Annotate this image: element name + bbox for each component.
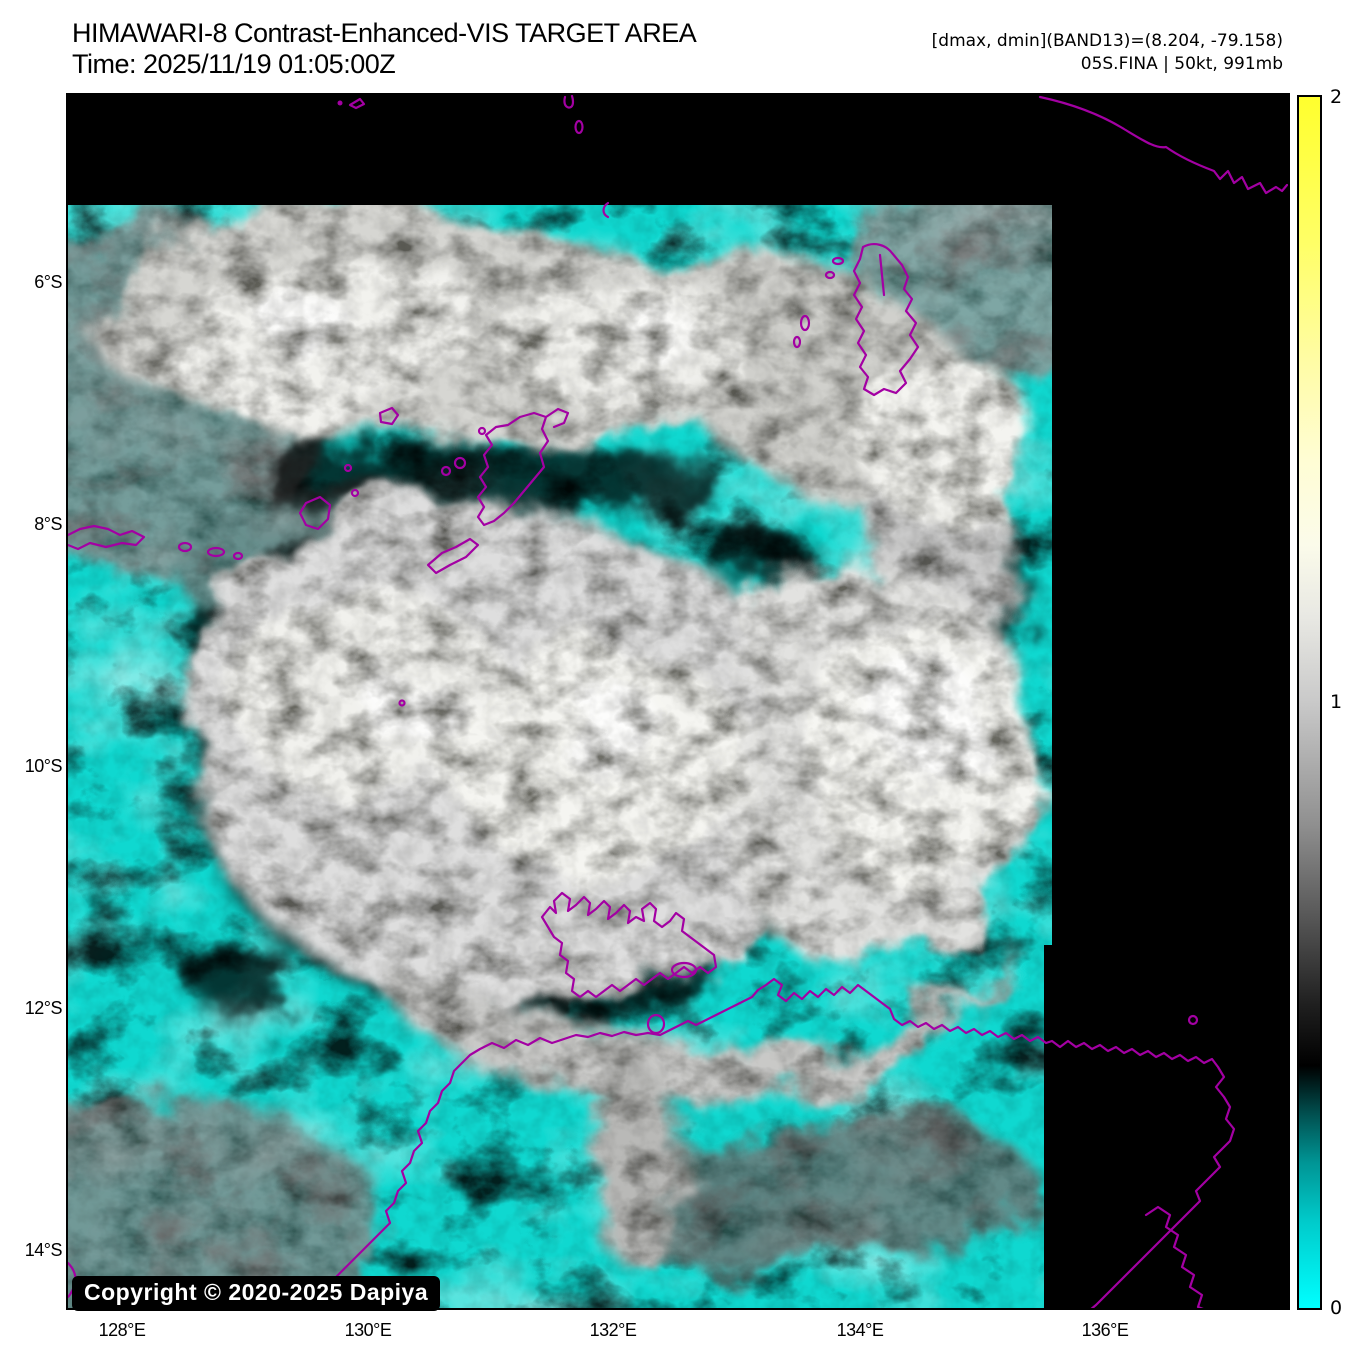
lat-tick-12s: 12°S bbox=[24, 998, 63, 1019]
lon-tick-134e: 134°E bbox=[836, 1320, 884, 1340]
lat-tick-8s: 8°S bbox=[34, 514, 62, 535]
island-kai-4 bbox=[792, 335, 802, 349]
coastline-babar bbox=[298, 495, 332, 531]
islet bbox=[398, 699, 406, 707]
islet bbox=[440, 465, 452, 477]
grain-texture bbox=[68, 205, 1052, 1310]
islet bbox=[343, 463, 353, 473]
tiwi-inner-water bbox=[670, 961, 698, 979]
island-c-curl bbox=[602, 201, 610, 219]
figure-timestamp: Time: 2025/11/19 01:05:00Z bbox=[72, 49, 396, 79]
coastline-new-guinea bbox=[1038, 95, 1289, 195]
island-leti-3 bbox=[232, 551, 244, 561]
island-kai-3 bbox=[799, 314, 811, 332]
lat-tick-14s: 14°S bbox=[24, 1240, 63, 1261]
satellite-map-svg bbox=[68, 95, 1290, 1310]
coastline-australia bbox=[278, 977, 1236, 1310]
lon-tick-136e: 136°E bbox=[1081, 1320, 1129, 1340]
colorbar-tick-2: 2 bbox=[1330, 86, 1343, 108]
coastline-tanimbar bbox=[476, 407, 570, 527]
island-dot bbox=[337, 100, 343, 106]
island-curl bbox=[563, 95, 575, 109]
islet bbox=[350, 488, 360, 498]
figure-title: HIMAWARI-8 Contrast-Enhanced-VIS TARGET … bbox=[72, 18, 697, 48]
coastline-timor bbox=[68, 524, 146, 551]
lon-tick-128e: 128°E bbox=[98, 1320, 146, 1340]
coastlines bbox=[68, 95, 1289, 1310]
island-leti-2 bbox=[206, 546, 226, 558]
title-block: HIMAWARI-8 Contrast-Enhanced-VIS TARGET … bbox=[72, 18, 697, 80]
island-leti-1 bbox=[177, 541, 193, 553]
island-kai-1 bbox=[831, 256, 845, 266]
colorbar bbox=[1297, 95, 1322, 1310]
lat-tick-6s: 6°S bbox=[34, 272, 62, 293]
lat-tick-10s: 10°S bbox=[24, 756, 63, 777]
satellite-swath bbox=[68, 205, 1052, 1310]
coastline-selaru bbox=[426, 537, 480, 575]
lon-tick-130e: 130°E bbox=[344, 1320, 392, 1340]
colorbar-tick-1: 1 bbox=[1330, 691, 1343, 713]
island-kai-2 bbox=[824, 270, 836, 280]
islet bbox=[477, 426, 487, 436]
satellite-map bbox=[68, 95, 1290, 1310]
coastal-lagoon bbox=[646, 1013, 666, 1035]
island-hook bbox=[348, 97, 366, 110]
meta-block: [dmax, dmin](BAND13)=(8.204, -79.158) 05… bbox=[932, 30, 1283, 76]
islet bbox=[453, 456, 467, 470]
copyright-badge: Copyright © 2020-2025 Dapiya bbox=[72, 1276, 441, 1311]
coastline-aru bbox=[852, 243, 920, 397]
colorbar-tick-0: 0 bbox=[1330, 1297, 1343, 1319]
coastline-romang bbox=[378, 406, 400, 426]
island-oval bbox=[574, 119, 584, 135]
coastline-tiwi bbox=[540, 891, 718, 999]
band-range-annotation: [dmax, dmin](BAND13)=(8.204, -79.158) bbox=[931, 31, 1283, 51]
lon-tick-132e: 132°E bbox=[589, 1320, 637, 1340]
coastline-gove bbox=[1144, 1205, 1208, 1310]
storm-info-annotation: 05S.FINA | 50kt, 991mb bbox=[1080, 54, 1283, 74]
islet-croker bbox=[1187, 1014, 1199, 1026]
